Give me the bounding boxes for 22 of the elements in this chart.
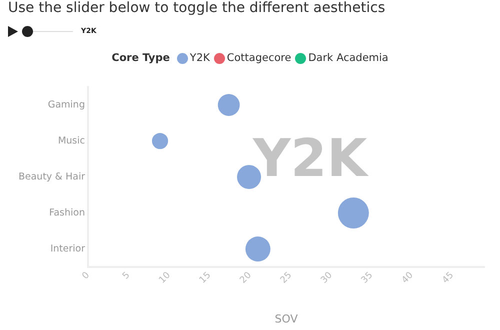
legend-label: Dark Academia [308,52,388,64]
y-tick-label: Interior [50,243,86,254]
x-tick-label: 15 [198,270,214,286]
legend-label: Y2K [190,52,210,64]
legend-label: Cottagecore [226,52,292,64]
legend-title: Core Type [112,52,170,64]
y-tick-label: Fashion [49,207,85,218]
y-tick-label: Beauty & Hair [18,171,86,182]
x-tick-label: 20 [238,270,254,286]
annotation: Y2K [252,129,369,190]
x-tick-label: 10 [158,270,173,286]
x-tick-label: 40 [400,270,416,286]
x-tick-label: 5 [121,270,132,282]
x-axis-title: SOV [274,312,298,326]
x-tick-label: 25 [278,270,294,286]
y-tick-label: Gaming [48,99,85,110]
x-tick-label: 45 [440,270,456,286]
x-tick-label: 35 [360,270,375,286]
chart-title: Use the slider below to toggle the different aesthetics [8,0,386,16]
y-tick-label: Music [58,135,85,146]
x-tick-label: 30 [319,270,335,286]
x-tick-label: 0 [80,270,92,282]
